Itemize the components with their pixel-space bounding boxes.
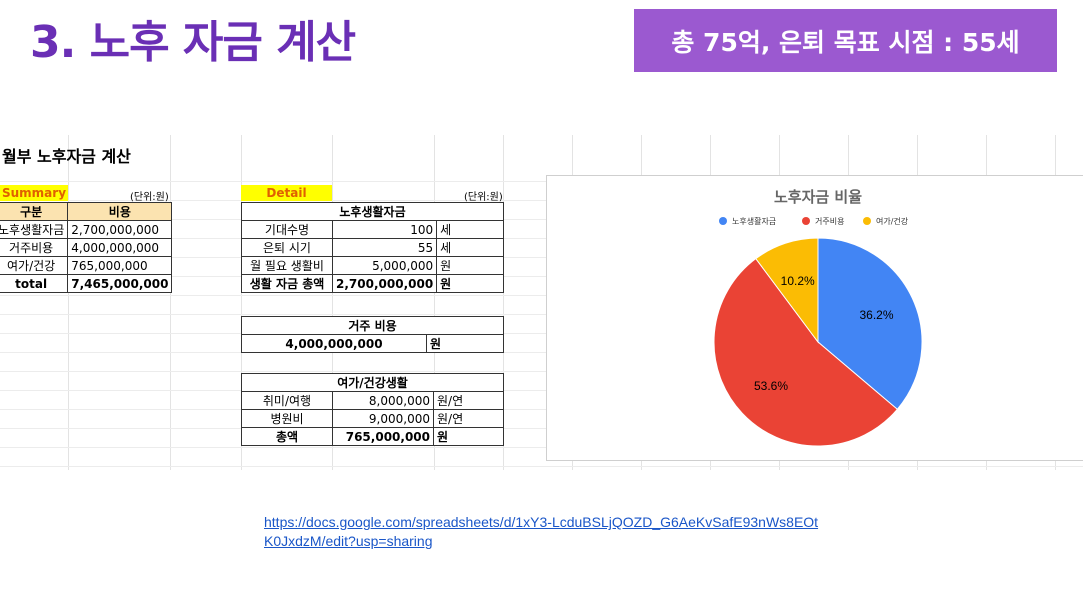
table-cell: 생활 자금 총액 — [241, 274, 333, 293]
table-row: 여가/건강생활 — [241, 373, 504, 392]
table-cell: 원 — [436, 256, 504, 275]
table-row: 여가/건강 765,000,000 — [0, 256, 173, 275]
slice-label: 53.6% — [754, 379, 788, 393]
pie-slice[interactable] — [713, 257, 898, 447]
table-cell: 원 — [436, 274, 504, 293]
table-row: 거주비용 4,000,000,000 — [0, 238, 173, 257]
housing-table: 거주 비용 4,000,000,000 원 — [241, 316, 504, 353]
table-cell: 100 — [331, 220, 438, 239]
table-row: 병원비 9,000,000 원/연 — [241, 409, 504, 428]
table-cell: 월 필요 생활비 — [241, 256, 333, 275]
slide-title: 3. 노후 자금 계산 — [30, 17, 356, 68]
summary-unit: (단위:원) — [130, 192, 169, 203]
table-header: 여가/건강생활 — [241, 373, 504, 392]
table-row: 기대수명 100 세 — [241, 220, 504, 239]
legend-swatch — [802, 217, 810, 225]
summary-tag: Summary — [0, 185, 68, 201]
table-row: 월 필요 생활비 5,000,000 원 — [241, 256, 504, 275]
table-cell: 9,000,000 — [332, 409, 434, 428]
table-cell: 노후생활자금 — [0, 220, 69, 239]
table-row: 생활 자금 총액 2,700,000,000 원 — [241, 274, 504, 293]
legend-label: 거주비용 — [815, 217, 844, 226]
table-row: 총액 765,000,000 원 — [241, 427, 504, 446]
table-cell: 은퇴 시기 — [241, 238, 333, 257]
table-cell: 765,000,000 — [67, 256, 173, 275]
table-row: 구분 비용 — [0, 202, 173, 221]
table-cell: 7,465,000,000 — [67, 274, 173, 293]
table-cell: 2,700,000,000 — [331, 274, 438, 293]
legend-label: 여가/건강 — [876, 216, 909, 226]
legend-swatch — [863, 217, 871, 225]
table-cell: 세 — [436, 220, 504, 239]
pie-slice[interactable] — [755, 237, 819, 344]
slice-label: 10.2% — [781, 274, 815, 288]
legend-swatch — [719, 217, 727, 225]
spreadsheet-link[interactable]: https://docs.google.com/spreadsheets/d/1… — [264, 514, 819, 549]
legend-label: 노후생활자금 — [732, 216, 776, 226]
table-row: 4,000,000,000 원 — [241, 334, 504, 353]
table-cell: 원 — [433, 427, 504, 446]
table-cell: 거주비용 — [0, 238, 69, 257]
table-row: 노후생활자금 — [241, 202, 504, 221]
table-cell: 병원비 — [241, 409, 333, 428]
table-cell: 원/연 — [433, 391, 504, 410]
table-cell: 8,000,000 — [332, 391, 434, 410]
table-cell: 원 — [426, 334, 504, 353]
table-row: 거주 비용 — [241, 316, 504, 335]
table-cell: 총액 — [241, 427, 333, 446]
table-cell: 765,000,000 — [332, 427, 434, 446]
table-header: 구분 — [0, 202, 69, 221]
detail-tag: Detail — [241, 185, 332, 201]
table-header: 노후생활자금 — [241, 202, 504, 221]
table-header: 비용 — [67, 202, 173, 221]
table-row: 노후생활자금 2,700,000,000 — [0, 220, 173, 239]
table-cell: total — [0, 274, 69, 293]
table-cell: 4,000,000,000 — [241, 334, 427, 353]
table-row: 은퇴 시기 55 세 — [241, 238, 504, 257]
table-cell: 55 — [331, 238, 438, 257]
table-cell: 5,000,000 — [331, 256, 438, 275]
table-cell: 취미/여행 — [241, 391, 333, 410]
chart-title: 노후자금 비율 — [774, 188, 862, 206]
table-cell: 4,000,000,000 — [67, 238, 173, 257]
pie-slice[interactable] — [817, 237, 923, 410]
leisure-table: 여가/건강생활 취미/여행 8,000,000 원/연 병원비 9,000,00… — [241, 373, 504, 446]
table-cell: 여가/건강 — [0, 256, 69, 275]
detail-unit: (단위:원) — [464, 192, 503, 203]
summary-table: 구분 비용 노후생활자금 2,700,000,000 거주비용 4,000,00… — [0, 202, 173, 293]
sheet-title: 월부 노후자금 계산 — [2, 147, 131, 166]
slice-label: 36.2% — [859, 308, 893, 322]
table-cell: 원/연 — [433, 409, 504, 428]
table-cell: 세 — [436, 238, 504, 257]
goal-badge: 총 75억, 은퇴 목표 시점 : 55세 — [634, 9, 1057, 72]
table-row: total 7,465,000,000 — [0, 274, 173, 293]
table-header: 거주 비용 — [241, 316, 504, 335]
table-row: 취미/여행 8,000,000 원/연 — [241, 391, 504, 410]
living-table: 노후생활자금 기대수명 100 세 은퇴 시기 55 세 월 필요 생활비 5,… — [241, 202, 504, 293]
table-cell: 기대수명 — [241, 220, 333, 239]
table-cell: 2,700,000,000 — [67, 220, 173, 239]
